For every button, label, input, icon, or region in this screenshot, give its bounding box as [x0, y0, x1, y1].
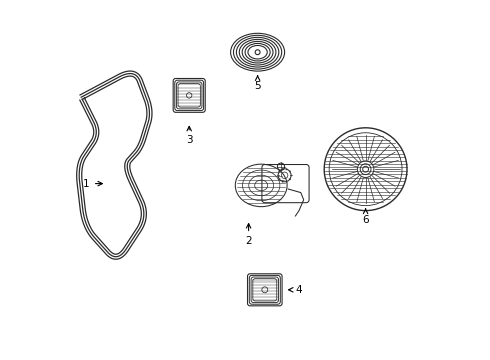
Text: 3: 3: [186, 126, 193, 145]
Text: 5: 5: [254, 76, 261, 91]
Text: 2: 2: [245, 224, 252, 246]
Text: 6: 6: [362, 209, 369, 225]
Text: 4: 4: [289, 285, 302, 295]
Text: 1: 1: [83, 179, 102, 189]
